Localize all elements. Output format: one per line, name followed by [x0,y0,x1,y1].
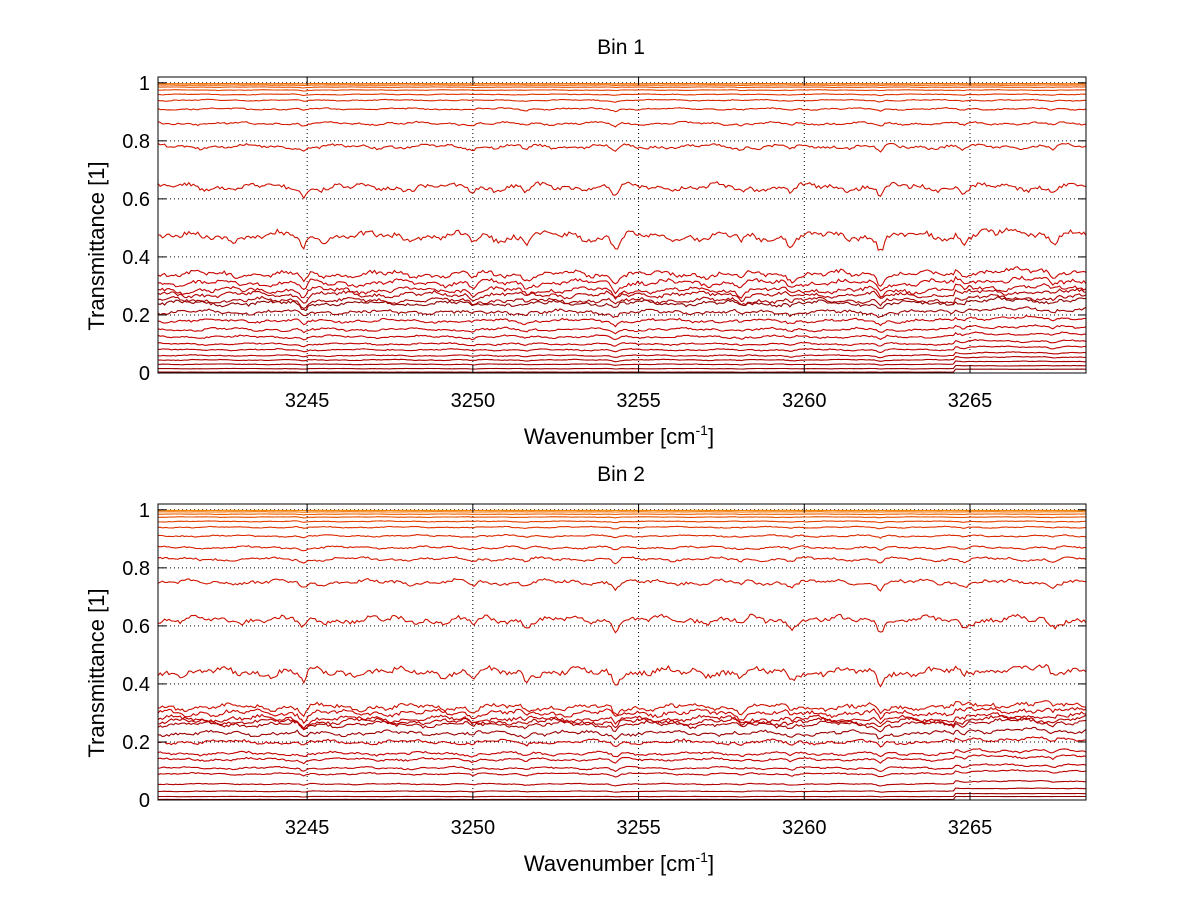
x-tick-label: 3250 [451,390,496,412]
series-line [157,792,1086,798]
series-line [158,511,1086,513]
x-tick-label: 3265 [948,817,993,839]
series-line [157,711,1087,730]
x-tick-label: 3260 [782,390,827,412]
y-tick-label: 0.2 [122,732,150,754]
series-line [157,520,1087,524]
series-line [157,544,1086,552]
series-line [157,296,1087,312]
y-tick-label: 0.4 [122,674,150,696]
series-line [158,516,1086,519]
x-tick-label: 3265 [948,390,993,412]
series-line [157,339,1087,348]
series-line [157,266,1087,287]
series-line [157,331,1087,341]
chart-panel-bin-1: Bin 1 3245 3250 3255 3260 3265 0 0.2 0.4 0.6 0.8 1… [84,36,1087,449]
axes-box [157,503,1087,801]
y-tick-label: 0 [139,790,150,812]
x-tick-label: 3255 [616,390,661,412]
series-line [157,364,1086,370]
series-line [157,360,1087,366]
series-line [157,287,1087,304]
series-line [157,779,1086,787]
series-line [157,351,1087,359]
series-line [157,736,1086,748]
series-line [157,227,1087,251]
series-line [157,533,1087,539]
chart-title: Bin 2 [597,463,645,486]
series-line [157,93,1087,97]
series-line [157,345,1087,354]
series-line [157,142,1087,153]
x-axis-label: Wavenumber [cm-1] [524,849,714,876]
series-line [157,525,1087,530]
y-tick-label: 0 [139,363,150,385]
series-line [157,306,1087,319]
series-line [157,706,1087,725]
y-tick-label: 0.4 [122,247,150,269]
chart-panel-bin-2: Bin 2 3245 3250 3255 3260 3265 0 0.2 0.4 0.6 0.8 1… [84,463,1087,876]
y-axis-label: Transmittance [1] [84,161,109,330]
series-line [157,787,1087,793]
y-tick-label: 0.6 [122,189,150,211]
series-line [157,275,1087,295]
x-tick-label: 3260 [782,817,827,839]
series-line [157,324,1087,335]
chart-title: Bin 1 [597,36,645,59]
series-line [157,577,1087,592]
series-line [157,120,1087,128]
series-line [157,726,1087,741]
series-line [157,89,1087,92]
y-tick-label: 0.8 [122,131,150,153]
series-line [157,513,1087,516]
series-line [157,663,1087,688]
y-tick-label: 0.2 [122,305,150,327]
series-line [158,84,1087,87]
series-line [157,86,1087,89]
series-line [157,613,1087,634]
series-line [157,314,1087,328]
series-line [157,763,1087,773]
series-line [157,748,1087,758]
x-tick-label: 3255 [616,817,661,839]
series-line [157,355,1087,363]
series-line [157,98,1087,103]
series-line [157,769,1087,778]
series-line [157,293,1087,310]
axes-box [157,76,1087,374]
series-line [157,107,1087,113]
y-tick-label: 0.8 [122,558,150,580]
y-tick-label: 1 [139,500,150,522]
series-line [157,714,1087,731]
series-line [157,282,1087,299]
series-line [158,368,1086,373]
series-line [157,556,1087,565]
y-tick-label: 1 [139,73,150,95]
series-line [157,700,1087,718]
y-axis-label: Transmittance [1] [84,588,109,757]
y-tick-label: 0.6 [122,616,150,638]
x-tick-label: 3245 [285,817,330,839]
x-tick-label: 3250 [451,817,496,839]
x-axis-label: Wavenumber [cm-1] [524,422,714,449]
x-tick-label: 3245 [285,390,330,412]
series-line [157,754,1087,765]
series-line [157,180,1087,200]
